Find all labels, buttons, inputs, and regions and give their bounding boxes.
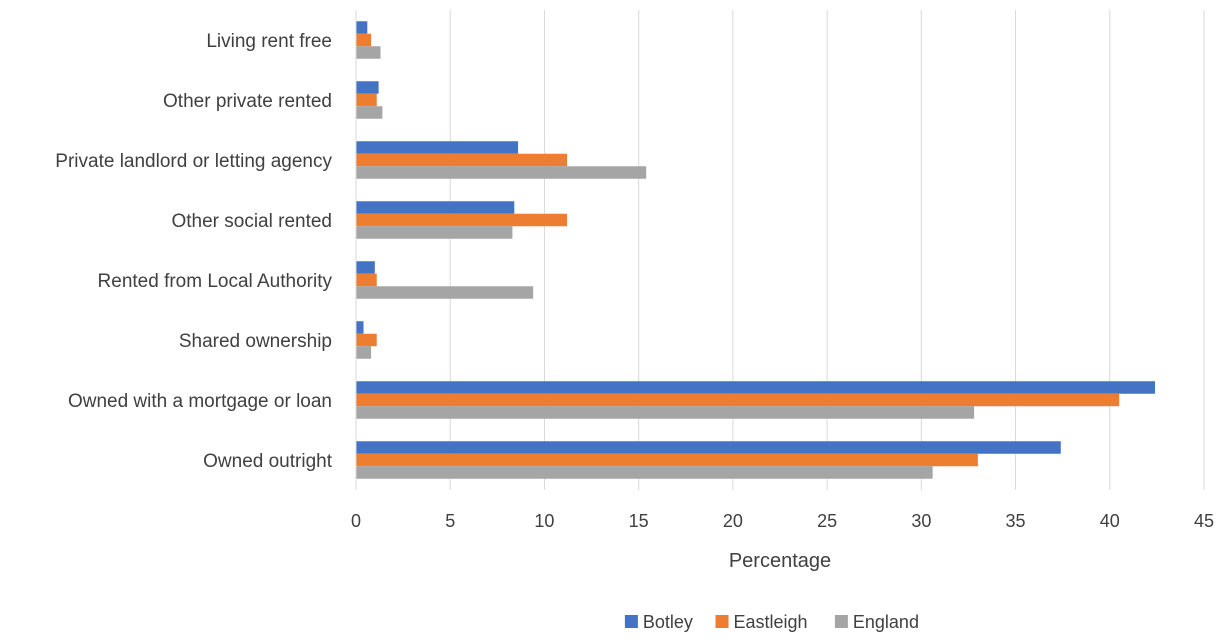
legend-item-england: England: [834, 612, 919, 632]
bar-england-other-social-rented: [356, 226, 513, 239]
bar-england-owned-with-a-mortgage-or-loan: [356, 406, 975, 419]
bar-england-living-rent-free: [356, 46, 381, 59]
bar-eastleigh-shared-ownership: [356, 333, 377, 347]
x-tick-label: 15: [629, 511, 649, 531]
bar-england-shared-ownership: [356, 346, 372, 359]
bar-eastleigh-owned-outright: [356, 453, 978, 467]
category-label: Rented from Local Authority: [98, 271, 333, 292]
x-tick-label: 35: [1006, 511, 1026, 531]
bar-england-private-landlord-or-letting-agency: [356, 166, 647, 179]
legend-swatch-botley: [624, 615, 638, 628]
bar-england-other-private-rented: [356, 106, 383, 119]
bar-eastleigh-other-social-rented: [356, 213, 568, 227]
bar-botley-living-rent-free: [356, 21, 368, 34]
category-label: Shared ownership: [179, 331, 332, 352]
legend-swatch-eastleigh: [715, 615, 729, 628]
x-tick-label: 20: [723, 511, 743, 531]
bar-eastleigh-private-landlord-or-letting-agency: [356, 153, 568, 167]
x-tick-label: 40: [1100, 511, 1120, 531]
bar-botley-shared-ownership: [356, 321, 364, 334]
bar-eastleigh-living-rent-free: [356, 33, 372, 47]
category-label: Private landlord or letting agency: [55, 151, 332, 172]
legend-item-eastleigh: Eastleigh: [715, 612, 808, 632]
bars: [356, 21, 1156, 479]
bar-botley-private-landlord-or-letting-agency: [356, 141, 519, 154]
category-label: Other private rented: [163, 91, 332, 112]
bar-england-owned-outright: [356, 466, 933, 479]
bar-botley-other-private-rented: [356, 81, 379, 94]
gridlines: [449, 10, 1205, 490]
legend: Botley Eastleigh England: [624, 612, 919, 632]
category-labels: Owned outright Owned with a mortgage or l…: [55, 31, 332, 472]
x-axis-title: Percentage: [729, 550, 831, 572]
bar-botley-rented-from-local-authority: [356, 261, 375, 274]
category-label: Owned outright: [203, 451, 333, 472]
x-tick-label: 10: [534, 511, 554, 531]
x-tick-label: 5: [445, 511, 455, 531]
x-tick-labels: 0 5 10 15 20 25 30 35 40 45: [351, 511, 1214, 531]
x-tick-label: 25: [817, 511, 837, 531]
legend-label: England: [853, 612, 919, 632]
bar-eastleigh-owned-with-a-mortgage-or-loan: [356, 393, 1120, 407]
bar-eastleigh-rented-from-local-authority: [356, 273, 377, 287]
bar-botley-other-social-rented: [356, 201, 515, 214]
legend-label: Eastleigh: [734, 612, 808, 632]
legend-label: Botley: [643, 612, 693, 632]
legend-item-botley: Botley: [624, 612, 693, 632]
category-label: Owned with a mortgage or loan: [68, 391, 332, 412]
x-tick-label: 30: [911, 511, 931, 531]
bar-botley-owned-outright: [356, 441, 1061, 454]
legend-swatch-england: [834, 615, 848, 628]
bar-eastleigh-other-private-rented: [356, 93, 377, 107]
x-tick-label: 45: [1194, 511, 1214, 531]
bar-botley-owned-with-a-mortgage-or-loan: [356, 381, 1156, 394]
category-label: Other social rented: [171, 211, 332, 232]
bar-england-rented-from-local-authority: [356, 286, 534, 299]
x-tick-label: 0: [351, 511, 361, 531]
category-label: Living rent free: [206, 31, 332, 52]
